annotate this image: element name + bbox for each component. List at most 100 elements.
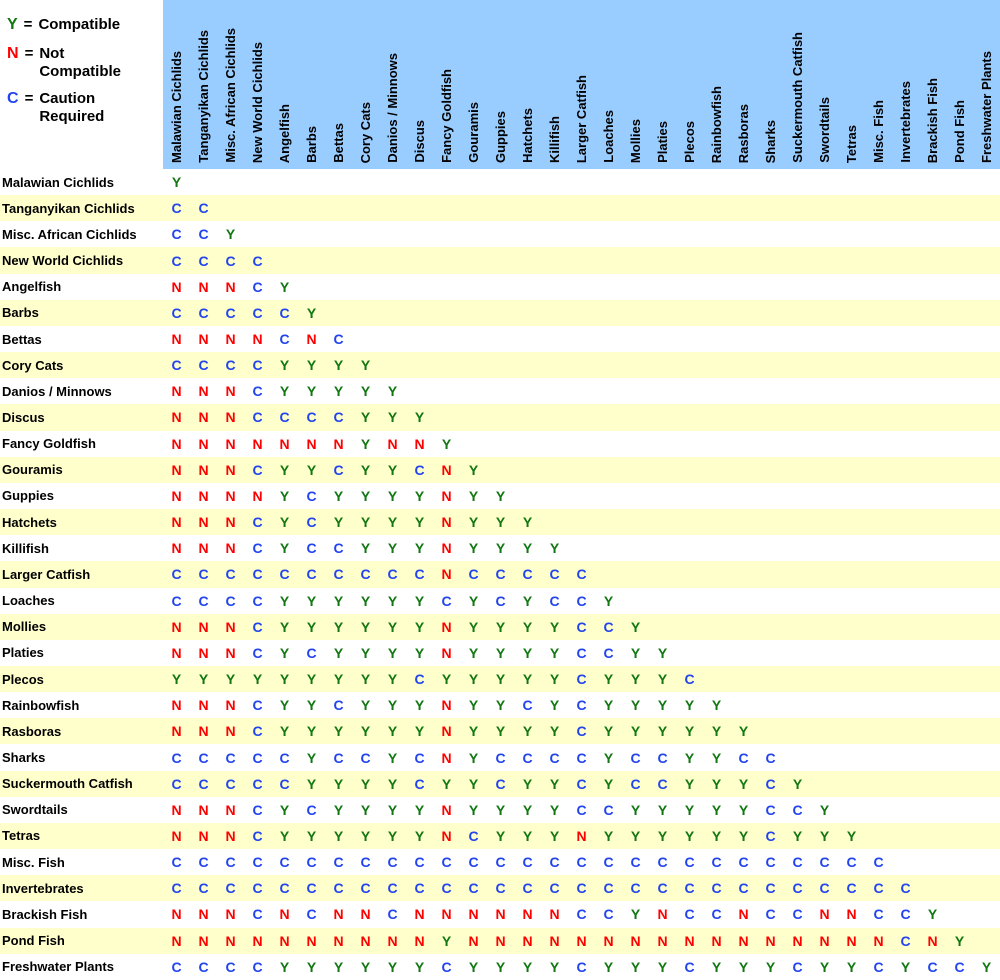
legend-label-line: Not (39, 44, 65, 62)
column-header-label: Fancy Goldfish (439, 69, 454, 163)
compat-cell: N (441, 827, 452, 844)
column-header: Malawian Cichlids (163, 0, 190, 169)
compat-cell: N (198, 723, 209, 740)
compat-cell: C (171, 775, 182, 792)
table-row: Angelfish N N N C Y (0, 273, 1000, 300)
compat-cell: N (873, 932, 884, 949)
compat-cell: C (576, 880, 587, 897)
compat-cell: Y (441, 435, 452, 452)
compat-cell: N (819, 932, 830, 949)
row-label: Fancy Goldfish (2, 436, 96, 452)
compat-cell: Y (630, 906, 641, 923)
compat-cell: C (684, 958, 695, 975)
compat-cell: C (279, 854, 290, 871)
compat-cell: C (171, 357, 182, 374)
compat-cell: Y (630, 723, 641, 740)
compat-cell: C (576, 644, 587, 661)
column-header-label: Barbs (304, 126, 319, 163)
compat-cell: C (306, 854, 317, 871)
compat-cell: C (225, 880, 236, 897)
legend-label: Caution Required (39, 90, 104, 125)
compat-cell: C (576, 906, 587, 923)
compat-cell: C (495, 775, 506, 792)
compat-cell: N (549, 906, 560, 923)
row-label: Hatchets (2, 514, 57, 530)
compat-cell: C (198, 880, 209, 897)
compat-cell: C (171, 958, 182, 975)
compat-cell: C (711, 880, 722, 897)
compat-cell: Y (387, 487, 398, 504)
compat-cell: Y (468, 644, 479, 661)
compat-cell: Y (360, 775, 371, 792)
compat-cell: C (495, 749, 506, 766)
compat-cell: N (171, 461, 182, 478)
compat-cell: N (198, 435, 209, 452)
compat-cell: N (198, 932, 209, 949)
column-header-label: Brackish Fish (925, 77, 940, 163)
compat-cell: C (549, 880, 560, 897)
column-header: Misc. Fish (865, 0, 892, 169)
compat-cell: C (252, 775, 263, 792)
column-header-label: Rainbowfish (709, 85, 724, 163)
compat-cell: Y (522, 514, 533, 531)
compat-cell: C (441, 958, 452, 975)
row-label: Rainbowfish (2, 697, 80, 713)
compat-cell: Y (360, 540, 371, 557)
table-row: Loaches C C C C Y Y Y Y Y Y C Y C Y C C Y (0, 587, 1000, 614)
column-headers: Malawian Cichlids Tanganyikan Cichlids Mis… (163, 0, 1000, 169)
compat-cell: C (414, 854, 425, 871)
compat-cell: Y (711, 723, 722, 740)
compat-cell: C (576, 775, 587, 792)
compat-cell: Y (387, 723, 398, 740)
compat-cell: C (225, 357, 236, 374)
compat-cell: Y (360, 618, 371, 635)
compat-cell: Y (711, 749, 722, 766)
compat-cell: C (441, 880, 452, 897)
row-label: Brackish Fish (2, 906, 88, 922)
compat-cell: Y (630, 671, 641, 688)
compat-cell: Y (279, 487, 290, 504)
compat-cell: N (198, 644, 209, 661)
compat-cell: C (306, 514, 317, 531)
compat-cell: N (225, 383, 236, 400)
compat-cell: N (171, 487, 182, 504)
compat-cell: Y (414, 540, 425, 557)
compat-cell: N (198, 618, 209, 635)
compat-cell: Y (333, 487, 344, 504)
compat-cell: Y (414, 409, 425, 426)
compat-cell: C (738, 854, 749, 871)
compat-cell: N (198, 383, 209, 400)
compat-cell: C (198, 854, 209, 871)
column-header: Gouramis (460, 0, 487, 169)
compat-cell: C (684, 906, 695, 923)
compat-cell: Y (279, 723, 290, 740)
compat-cell: Y (468, 514, 479, 531)
compat-cell: Y (225, 226, 236, 243)
compat-cell: Y (738, 775, 749, 792)
compat-cell: Y (387, 644, 398, 661)
compat-cell: N (765, 932, 776, 949)
compat-cell: C (441, 854, 452, 871)
column-header: Hatchets (514, 0, 541, 169)
row-label: Angelfish (2, 279, 62, 295)
compat-cell: N (252, 932, 263, 949)
compat-cell: Y (846, 958, 857, 975)
compat-cell: Y (603, 697, 614, 714)
compat-cell: Y (495, 827, 506, 844)
compat-cell: N (225, 278, 236, 295)
compat-cell: N (657, 932, 668, 949)
compat-cell: C (171, 749, 182, 766)
compat-cell: C (198, 775, 209, 792)
compat-cell: C (225, 304, 236, 321)
compat-cell: C (765, 801, 776, 818)
compat-cell: Y (630, 827, 641, 844)
compat-cell: C (792, 801, 803, 818)
compat-cell: C (306, 409, 317, 426)
compat-cell: Y (306, 697, 317, 714)
compat-cell: Y (279, 801, 290, 818)
column-header-label: Tanganyikan Cichlids (196, 30, 211, 163)
compat-cell: C (684, 854, 695, 871)
compat-cell: C (387, 880, 398, 897)
compat-cell: N (225, 827, 236, 844)
compat-cell: Y (306, 958, 317, 975)
